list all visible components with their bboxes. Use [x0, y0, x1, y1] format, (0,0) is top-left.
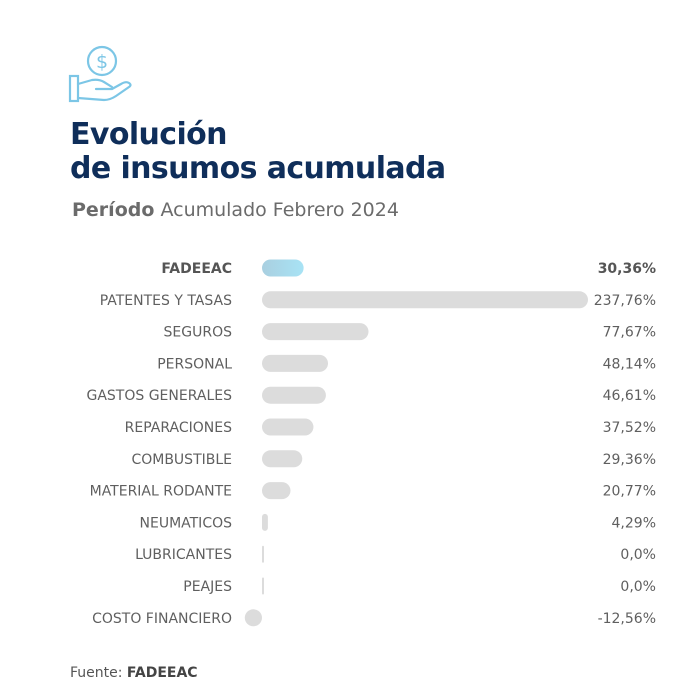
category-label: PEAJES: [183, 579, 232, 595]
category-label: PERSONAL: [157, 356, 232, 372]
category-label: GASTOS GENERALES: [86, 388, 232, 404]
bar: [262, 354, 329, 372]
category-label: PATENTES Y TASAS: [100, 293, 232, 309]
money-hand-icon: $: [66, 44, 136, 108]
category-label: REPARACIONES: [125, 420, 232, 436]
value-label: 48,14%: [603, 356, 656, 372]
value-label: 77,67%: [603, 325, 656, 341]
source-value: FADEEAC: [126, 665, 198, 681]
value-label: 237,76%: [594, 293, 656, 309]
bar: [262, 259, 304, 277]
value-label: 0,0%: [620, 547, 656, 563]
title-line-2: de insumos acumulada: [70, 151, 446, 186]
category-label: MATERIAL RODANTE: [90, 484, 232, 500]
title-line-1: Evolución: [70, 117, 228, 152]
category-label: NEUMATICOS: [140, 515, 233, 531]
value-label: 37,52%: [603, 420, 656, 436]
bar: [262, 323, 369, 341]
svg-text:$: $: [96, 51, 108, 73]
value-label: 46,61%: [603, 388, 656, 404]
value-label: 4,29%: [612, 515, 656, 531]
bar: [262, 386, 326, 404]
value-label: 30,36%: [598, 261, 656, 277]
bar: [244, 609, 262, 627]
period-label: Período: [72, 199, 155, 221]
category-label: LUBRICANTES: [135, 547, 232, 563]
category-label: COMBUSTIBLE: [131, 452, 232, 468]
chart-subtitle: Período Acumulado Febrero 2024: [72, 199, 399, 221]
category-label: SEGUROS: [164, 325, 233, 341]
category-label: FADEEAC: [161, 261, 232, 277]
category-label: COSTO FINANCIERO: [92, 611, 232, 627]
bar: [262, 450, 303, 468]
bar: [262, 577, 264, 595]
value-label: -12,56%: [598, 611, 656, 627]
value-label: 29,36%: [603, 452, 656, 468]
bar: [262, 291, 588, 309]
period-value: Acumulado Febrero 2024: [160, 199, 399, 221]
chart-title: Evolución de insumos acumulada: [70, 118, 446, 186]
source-label: Fuente:: [70, 665, 123, 681]
bar: [262, 482, 291, 500]
source-note: Fuente: FADEEAC: [70, 665, 198, 681]
bar-chart: FADEEAC 30,36% PATENTES Y TASAS 237,76% SEGU…: [86, 259, 656, 627]
value-label: 20,77%: [603, 484, 656, 500]
bar: [262, 513, 268, 531]
bar: [262, 545, 264, 563]
value-label: 0,0%: [620, 579, 656, 595]
bar: [262, 418, 314, 436]
